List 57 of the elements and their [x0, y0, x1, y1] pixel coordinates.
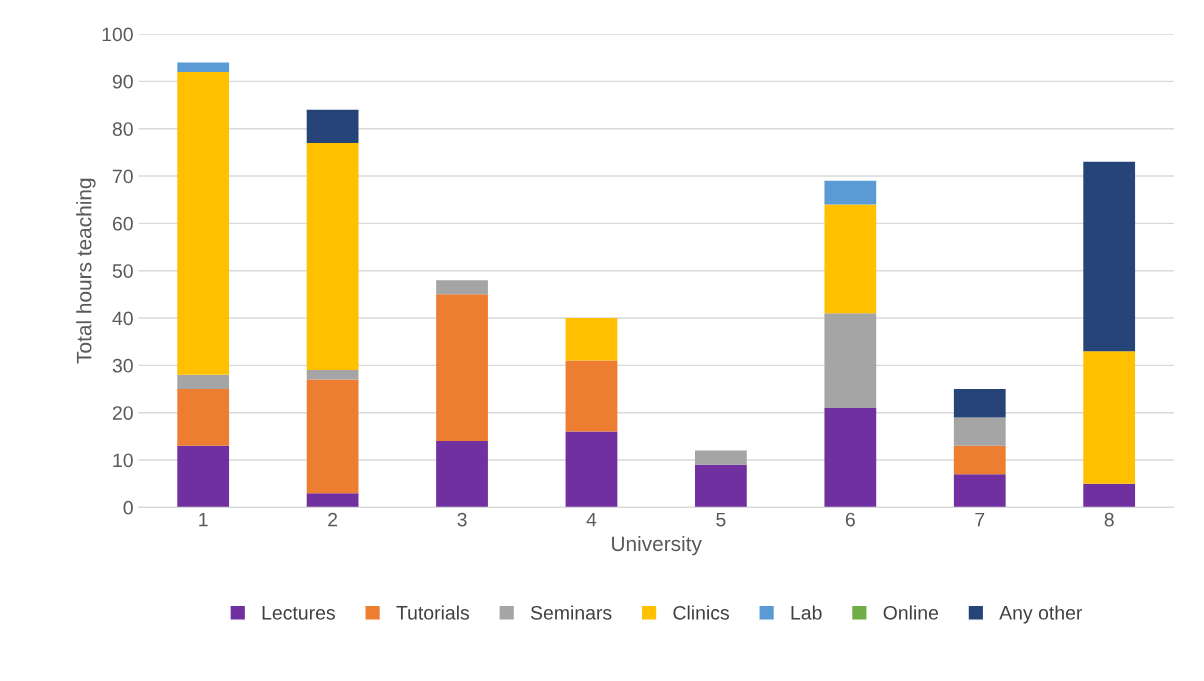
y-tick-label: 10 — [113, 453, 133, 468]
bar — [824, 204, 877, 314]
x-tick-label: 1 — [199, 512, 208, 527]
bar — [824, 180, 877, 205]
bar — [953, 474, 1006, 508]
y-tick-label: 0 — [123, 500, 133, 515]
bar — [177, 389, 230, 446]
x-tick-label: 4 — [586, 512, 597, 527]
x-tick-label: 3 — [457, 512, 467, 527]
bar — [306, 109, 359, 143]
bar — [953, 445, 1006, 475]
bar — [177, 445, 230, 508]
bar — [695, 450, 747, 465]
bar — [565, 431, 618, 508]
legend-label: Online — [883, 605, 939, 620]
y-tick-label: 80 — [112, 122, 133, 136]
bar — [306, 370, 359, 380]
x-tick-label: 8 — [1104, 512, 1114, 527]
y-tick-label: 30 — [112, 358, 133, 373]
y-tick-label: 50 — [112, 264, 133, 278]
bar — [436, 280, 488, 295]
y-tick-label: 40 — [112, 311, 133, 326]
legend-label: Tutorials — [396, 605, 470, 620]
bar — [306, 493, 359, 508]
legend-label: Seminars — [530, 605, 612, 620]
x-tick-label: 2 — [328, 512, 338, 527]
bar — [436, 294, 488, 442]
legend-label: Lectures — [262, 606, 335, 620]
y-tick-label: 90 — [112, 74, 133, 89]
bar — [1083, 483, 1136, 508]
bar — [1083, 161, 1136, 352]
legend-label: Any other — [999, 605, 1083, 624]
bar — [953, 417, 1006, 446]
bar — [695, 464, 747, 508]
legend-label: Clinics — [673, 605, 729, 620]
bar — [177, 374, 230, 390]
y-tick-label: 100 — [102, 27, 133, 42]
legend-label: Lab — [791, 605, 822, 620]
bar — [953, 389, 1006, 418]
x-tick-label: 6 — [845, 512, 855, 527]
bar — [177, 62, 230, 72]
x-tick-label: 5 — [716, 512, 726, 527]
y-tick-label: 60 — [112, 216, 133, 231]
bar — [306, 142, 359, 371]
bar — [306, 379, 359, 494]
bar — [1083, 351, 1136, 484]
bar — [824, 407, 877, 508]
bar — [436, 441, 488, 508]
bar — [824, 313, 877, 408]
y-tick-label: 70 — [112, 169, 133, 184]
bar — [177, 71, 230, 375]
y-axis-title: Total hours teaching — [76, 178, 96, 364]
y-tick-label: 20 — [112, 406, 133, 420]
x-tick-label: 7 — [975, 512, 985, 527]
x-axis-title: University — [612, 535, 702, 556]
bar — [565, 318, 618, 361]
bar — [565, 360, 618, 432]
